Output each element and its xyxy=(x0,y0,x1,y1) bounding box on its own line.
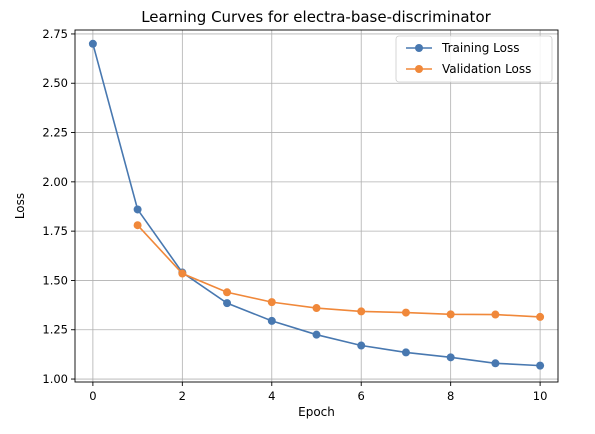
legend-box xyxy=(395,35,553,83)
y-tick-label: 2.75 xyxy=(42,27,68,41)
series-line xyxy=(92,43,541,367)
data-point xyxy=(446,310,455,319)
data-point xyxy=(312,304,321,313)
series-line xyxy=(137,224,541,318)
data-point xyxy=(133,221,142,230)
data-point xyxy=(401,308,410,317)
legend-label: Validation Loss xyxy=(442,62,531,76)
data-point xyxy=(491,359,500,368)
data-point xyxy=(446,353,455,362)
legend-marker xyxy=(415,65,423,73)
y-tick-label: 2.50 xyxy=(42,76,68,90)
legend: Training Loss Validation Loss xyxy=(395,35,553,83)
grid-lines xyxy=(75,30,558,382)
data-point xyxy=(267,316,276,325)
chart-title: Learning Curves for electra-base-discrim… xyxy=(141,8,491,26)
data-point xyxy=(223,288,232,297)
data-point xyxy=(223,299,232,308)
y-tick-label: 2.25 xyxy=(42,126,68,140)
data-point xyxy=(357,307,366,316)
series-1 xyxy=(133,221,545,321)
y-axis-label: Loss xyxy=(13,193,27,219)
series-0 xyxy=(88,39,545,370)
data-point xyxy=(133,205,142,214)
plot-frame xyxy=(74,29,559,383)
data-point xyxy=(357,341,366,350)
data-point xyxy=(178,269,187,278)
data-point xyxy=(267,298,276,307)
y-tick-label: 2.00 xyxy=(42,175,68,189)
y-tick-label: 1.75 xyxy=(42,224,68,238)
x-tick-label: 0 xyxy=(89,389,96,403)
data-point xyxy=(88,39,97,48)
x-axis-label: Epoch xyxy=(298,405,335,419)
legend-label: Training Loss xyxy=(441,41,519,55)
legend-item: Validation Loss xyxy=(406,62,531,76)
legend-marker xyxy=(415,44,423,52)
data-point xyxy=(401,348,410,357)
data-point xyxy=(312,330,321,339)
y-tick-label: 1.50 xyxy=(42,273,68,287)
data-point xyxy=(536,312,545,321)
x-tick-label: 4 xyxy=(268,389,275,403)
axis-ticks: 0 2 4 6 8 10 1.00 1.25 1.50 1.75 2.00 2.25 2.50 2.75 xyxy=(42,27,547,403)
data-point xyxy=(491,310,500,319)
x-tick-label: 8 xyxy=(447,389,454,403)
legend-item: Training Loss xyxy=(406,41,519,55)
x-tick-label: 6 xyxy=(358,389,365,403)
series-layer xyxy=(88,39,545,370)
y-tick-label: 1.00 xyxy=(42,372,68,386)
x-tick-label: 10 xyxy=(533,389,548,403)
data-point xyxy=(536,361,545,370)
x-tick-label: 2 xyxy=(179,389,186,403)
y-tick-label: 1.25 xyxy=(42,323,68,337)
